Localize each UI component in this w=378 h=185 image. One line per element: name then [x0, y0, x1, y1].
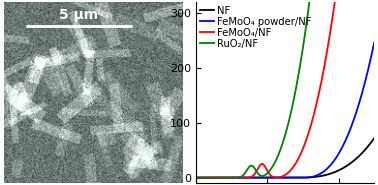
FeMoO₄/NF [276, 176, 280, 179]
RuO₂/NF [203, 176, 208, 179]
NF [372, 137, 376, 139]
FeMoO₄/NF [203, 176, 208, 179]
NF [367, 144, 371, 146]
NF [276, 176, 280, 179]
FeMoO₄ powder/NF [372, 41, 376, 44]
FeMoO₄/NF [194, 176, 198, 179]
FeMoO₄ powder/NF [276, 176, 280, 179]
Line: NF: NF [196, 138, 374, 178]
FeMoO₄ powder/NF [203, 176, 208, 179]
Text: 5 μm: 5 μm [59, 8, 99, 22]
FeMoO₄ powder/NF [194, 176, 198, 179]
FeMoO₄/NF [280, 175, 285, 177]
FeMoO₄ powder/NF [367, 65, 371, 67]
Line: RuO₂/NF: RuO₂/NF [196, 0, 374, 178]
RuO₂/NF [276, 155, 280, 157]
Legend: NF, FeMoO₄ powder/NF, FeMoO₄/NF, RuO₂/NF: NF, FeMoO₄ powder/NF, FeMoO₄/NF, RuO₂/NF [199, 5, 313, 50]
NF [203, 176, 208, 179]
RuO₂/NF [194, 176, 198, 179]
NF [367, 144, 371, 146]
Line: FeMoO₄ powder/NF: FeMoO₄ powder/NF [196, 43, 374, 178]
NF [194, 176, 198, 179]
FeMoO₄ powder/NF [334, 156, 339, 159]
NF [280, 176, 285, 179]
NF [334, 170, 339, 173]
FeMoO₄ powder/NF [367, 65, 371, 67]
FeMoO₄ powder/NF [280, 176, 285, 179]
RuO₂/NF [280, 142, 285, 144]
Line: FeMoO₄/NF: FeMoO₄/NF [196, 0, 374, 178]
